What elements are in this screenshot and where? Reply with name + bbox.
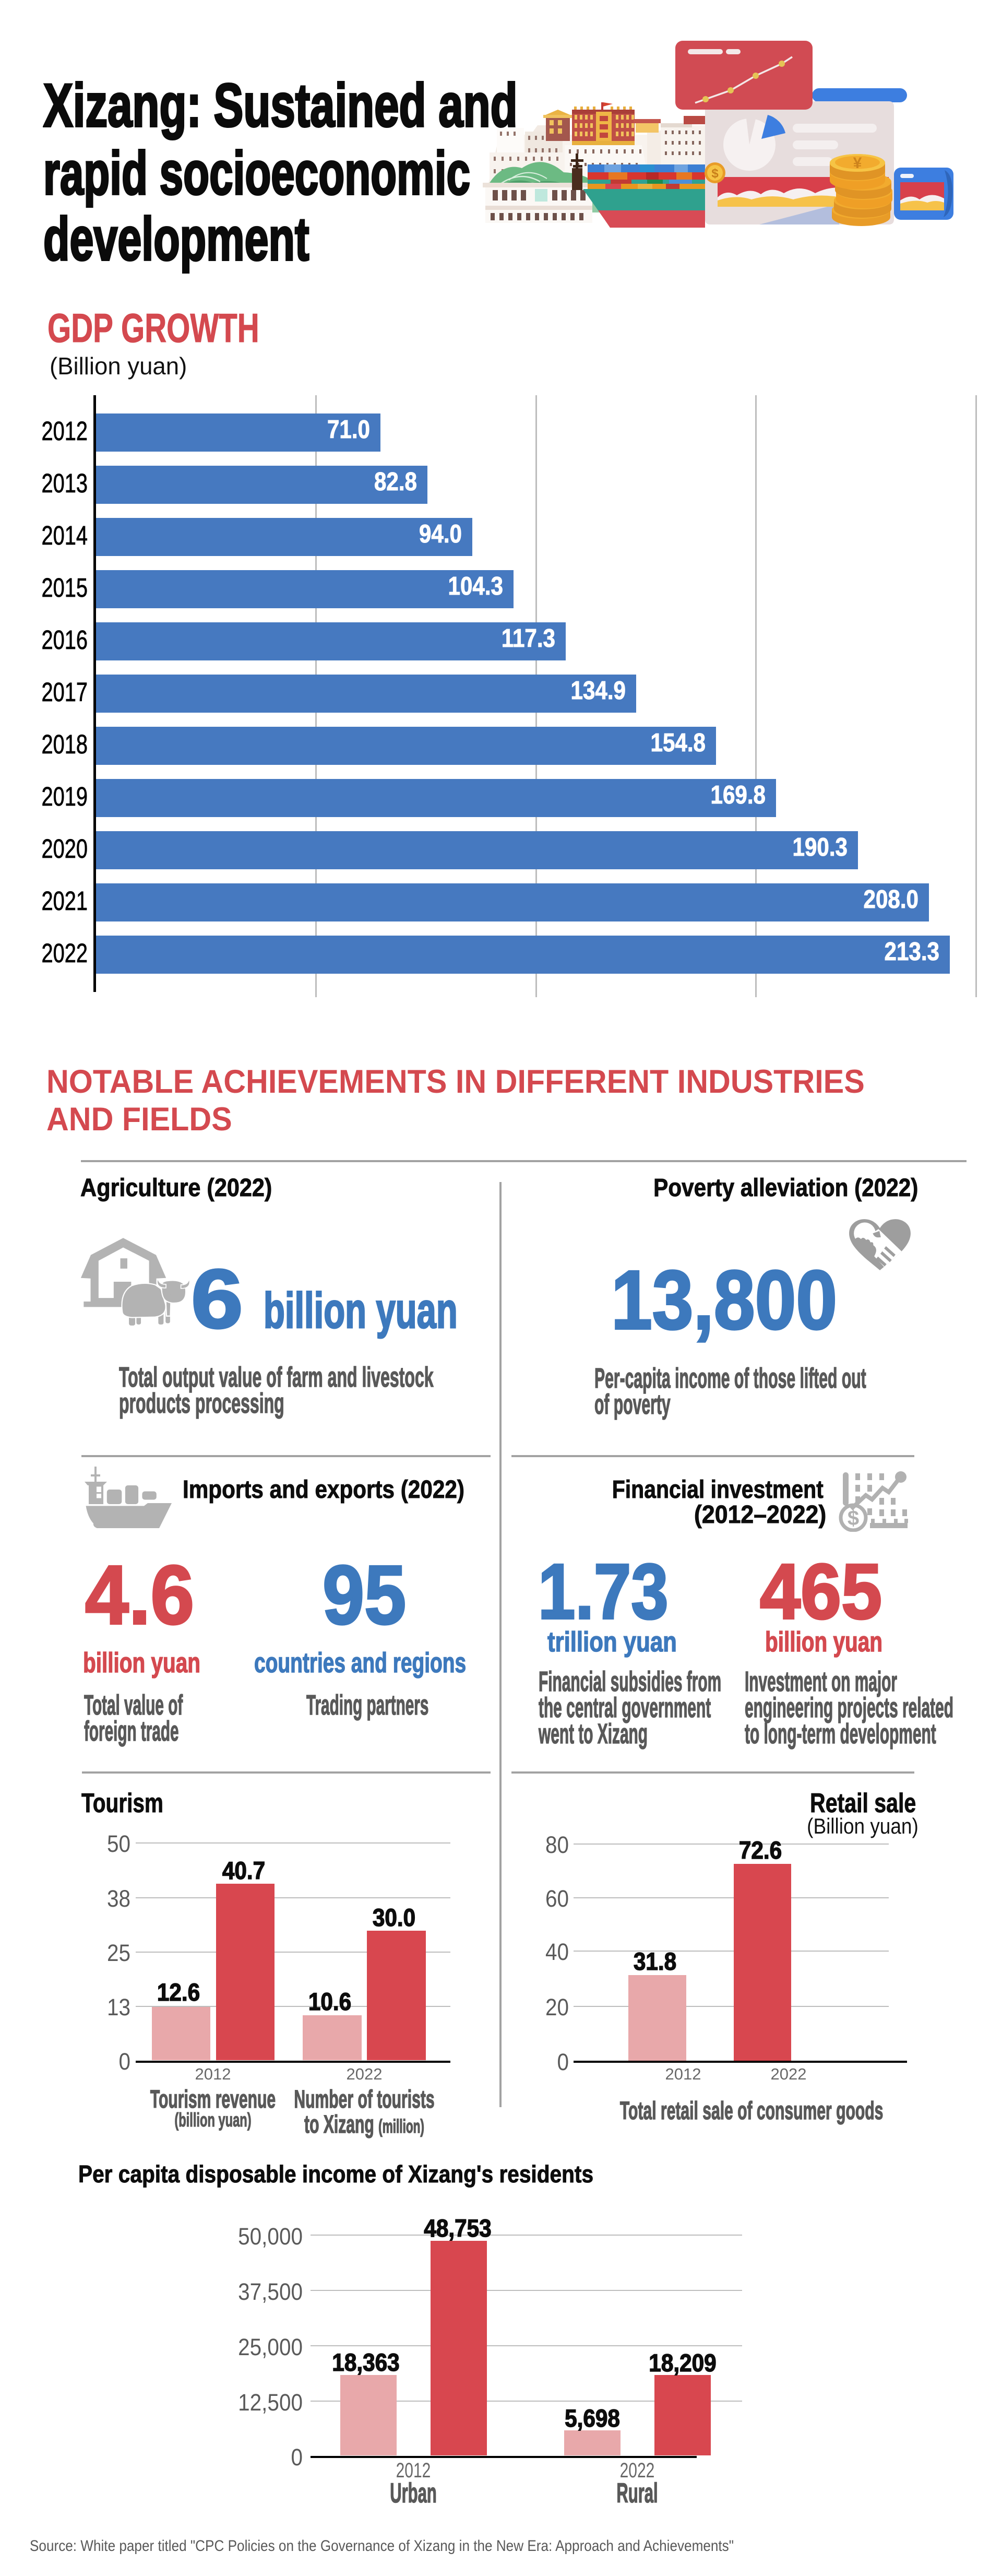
svg-text:$: $ [848,1507,859,1530]
svg-text:¥: ¥ [853,155,862,172]
svg-text:$: $ [711,167,719,181]
